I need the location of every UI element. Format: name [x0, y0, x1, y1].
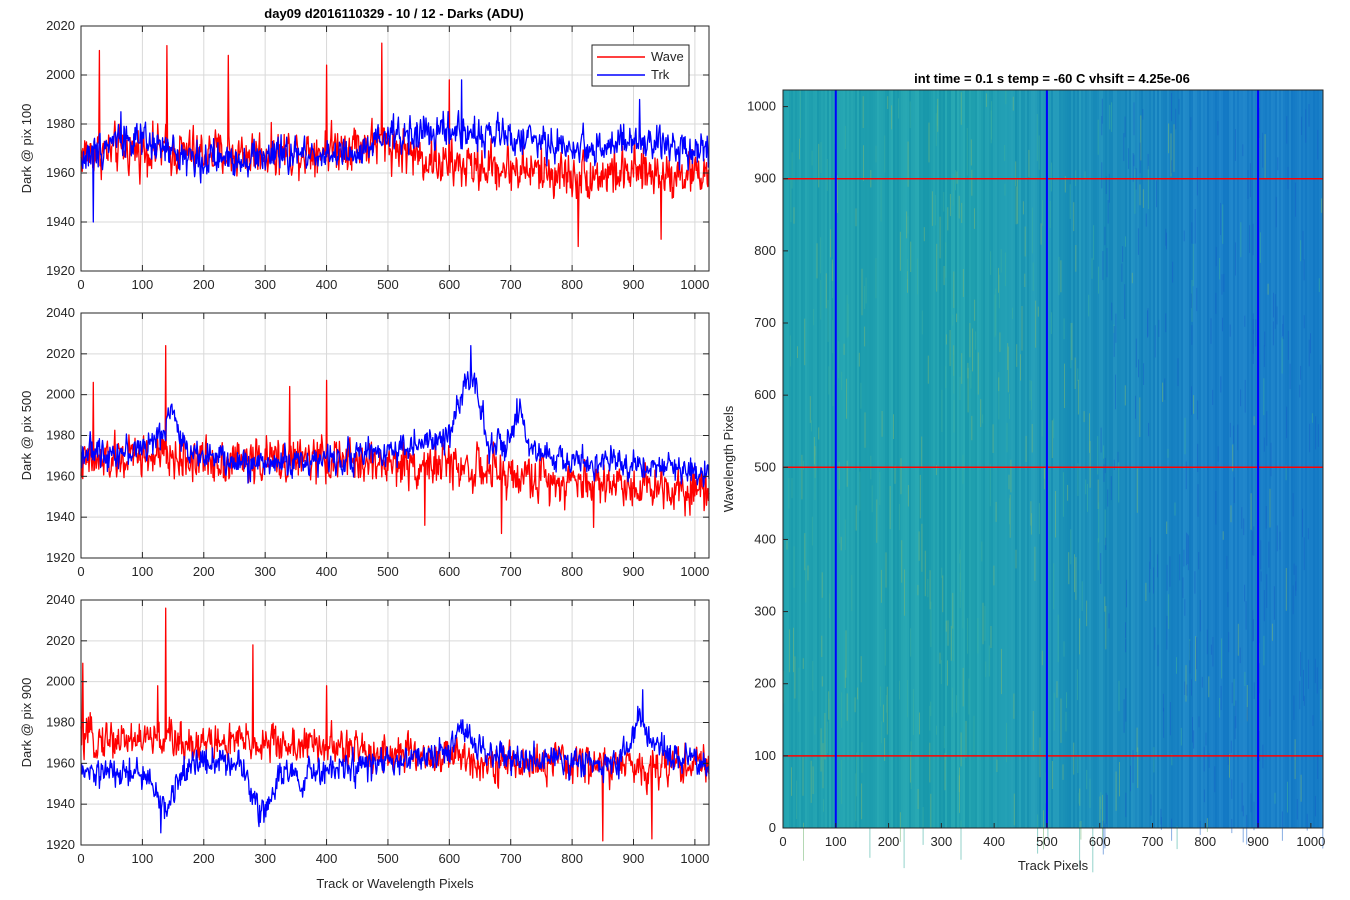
- heatmap-x-tick-label: 200: [878, 834, 900, 849]
- heatmap-y-tick-label: 900: [754, 171, 776, 186]
- y-tick-label: 2020: [46, 18, 75, 33]
- y-tick-label: 1980: [46, 715, 75, 730]
- y-tick-label: 2020: [46, 633, 75, 648]
- heatmap-y-tick-label: 1000: [747, 99, 776, 114]
- heatmap-x-tick-label: 0: [779, 834, 786, 849]
- heatmap-x-tick-label: 500: [1036, 834, 1058, 849]
- heatmap-x-tick-label: 900: [1247, 834, 1269, 849]
- y-tick-label: 2000: [46, 387, 75, 402]
- heatmap-y-tick-label: 400: [754, 531, 776, 546]
- y-tick-label: 1940: [46, 796, 75, 811]
- heatmap-x-tick-label: 800: [1194, 834, 1216, 849]
- x-tick-label: 600: [438, 277, 460, 292]
- heatmap-title: int time = 0.1 s temp = -60 C vhsift = 4…: [914, 71, 1190, 86]
- y-tick-label: 1960: [46, 165, 75, 180]
- heatmap-x-tick-label: 100: [825, 834, 847, 849]
- x-tick-label: 700: [500, 277, 522, 292]
- x-tick-label: 100: [132, 277, 154, 292]
- x-tick-label: 300: [254, 564, 276, 579]
- y-tick-label: 1960: [46, 755, 75, 770]
- y-axis-label: Dark @ pix 900: [19, 678, 34, 768]
- y-tick-label: 2000: [46, 674, 75, 689]
- x-tick-label: 900: [623, 851, 645, 866]
- x-tick-label: 200: [193, 851, 215, 866]
- y-tick-label: 1940: [46, 214, 75, 229]
- y-tick-label: 1960: [46, 468, 75, 483]
- legend-trk-label: Trk: [651, 67, 670, 82]
- x-tick-label: 0: [77, 277, 84, 292]
- y-tick-label: 1940: [46, 509, 75, 524]
- heatmap-panel: 0 100 200 300 400 500 600 700 800 900 1000 0 100 200 3…: [721, 89, 1325, 873]
- x-tick-label: 900: [623, 277, 645, 292]
- x-tick-label: 600: [438, 851, 460, 866]
- x-tick-label: 1000: [680, 277, 709, 292]
- left-figure-title: day09 d2016110329 - 10 / 12 - Darks (ADU…: [264, 6, 523, 21]
- heatmap-x-tick-label: 700: [1142, 834, 1164, 849]
- x-tick-label: 100: [132, 851, 154, 866]
- x-tick-label: 0: [77, 851, 84, 866]
- heatmap-y-tick-label: 200: [754, 676, 776, 691]
- series-line-trk: [80, 689, 710, 834]
- heatmap-x-axis-label: Track Pixels: [1018, 858, 1089, 873]
- heatmap-x-tick-label: 400: [983, 834, 1005, 849]
- y-tick-label: 1920: [46, 550, 75, 565]
- heatmap-x-tick-label: 1000: [1296, 834, 1325, 849]
- x-tick-label: 600: [438, 564, 460, 579]
- x-tick-label: 200: [193, 277, 215, 292]
- y-tick-label: 1980: [46, 428, 75, 443]
- x-tick-label: 300: [254, 277, 276, 292]
- heatmap-y-tick-label: 500: [754, 459, 776, 474]
- x-tick-label: 500: [377, 564, 399, 579]
- y-tick-label: 2040: [46, 592, 75, 607]
- x-tick-label: 0: [77, 564, 84, 579]
- y-tick-label: 2040: [46, 305, 75, 320]
- heatmap-x-tick-label: 300: [931, 834, 953, 849]
- x-tick-label: 800: [561, 277, 583, 292]
- x-tick-label: 700: [500, 851, 522, 866]
- series-line-wave: [80, 607, 710, 842]
- heatmap-y-tick-label: 600: [754, 387, 776, 402]
- x-tick-label: 1000: [680, 851, 709, 866]
- legend: Wave Trk: [591, 44, 690, 87]
- x-tick-label: 800: [561, 564, 583, 579]
- heatmap-y-tick-label: 100: [754, 748, 776, 763]
- x-tick-label: 500: [377, 277, 399, 292]
- x-tick-label: 300: [254, 851, 276, 866]
- y-axis-label: Dark @ pix 500: [19, 391, 34, 481]
- x-tick-label: 500: [377, 851, 399, 866]
- heatmap-y-tick-label: 300: [754, 604, 776, 619]
- heatmap-x-tick-label: 600: [1089, 834, 1111, 849]
- x-tick-label: 1000: [680, 564, 709, 579]
- y-tick-label: 1920: [46, 837, 75, 852]
- x-axis-label: Track or Wavelength Pixels: [316, 876, 474, 891]
- heatmap-y-tick-label: 0: [769, 820, 776, 835]
- legend-wave-label: Wave: [651, 49, 684, 64]
- x-tick-label: 100: [132, 564, 154, 579]
- heatmap-y-tick-label: 700: [754, 315, 776, 330]
- x-tick-label: 900: [623, 564, 645, 579]
- y-tick-label: 1980: [46, 116, 75, 131]
- y-tick-label: 2000: [46, 67, 75, 82]
- plot-dark-pix-500: 0 100 200 300 400 500 600 700 800 900 1000 1920 1940…: [19, 305, 710, 579]
- x-tick-label: 400: [316, 851, 338, 866]
- x-tick-label: 400: [316, 564, 338, 579]
- plot-dark-pix-900: 0 100 200 300 400 500 600 700 800 900 1000 1920 1940…: [19, 592, 710, 891]
- x-tick-label: 400: [316, 277, 338, 292]
- series-line-trk: [80, 79, 710, 223]
- series-line-trk: [80, 345, 710, 488]
- y-tick-label: 2020: [46, 346, 75, 361]
- x-tick-label: 800: [561, 851, 583, 866]
- x-tick-label: 200: [193, 564, 215, 579]
- y-axis-label: Dark @ pix 100: [19, 104, 34, 194]
- heatmap-y-axis-label: Wavelength Pixels: [721, 405, 736, 512]
- y-tick-label: 1920: [46, 263, 75, 278]
- x-tick-label: 700: [500, 564, 522, 579]
- heatmap-y-tick-label: 800: [754, 243, 776, 258]
